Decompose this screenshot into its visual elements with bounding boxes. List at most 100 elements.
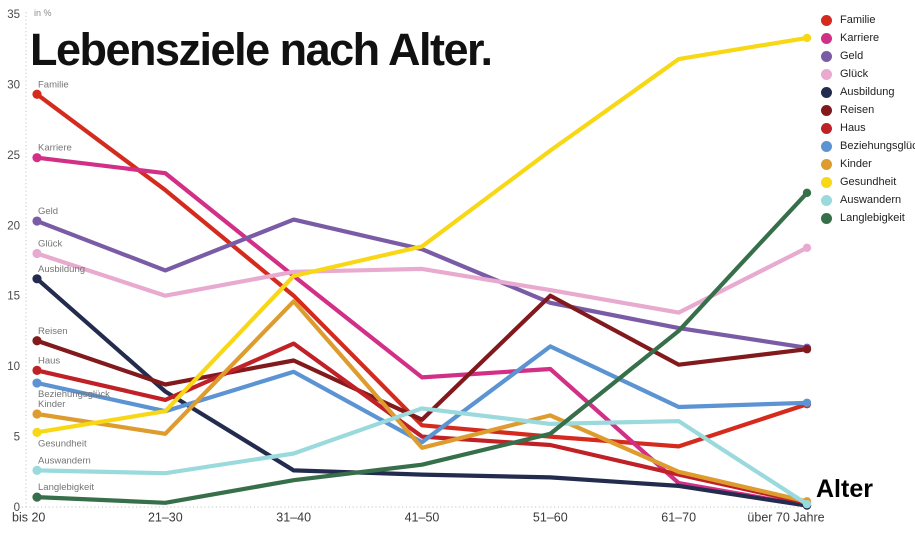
legend-color-dot	[821, 86, 832, 98]
y-tick-label: 10	[7, 361, 20, 373]
series-start-dot	[32, 89, 42, 99]
series-end-dot	[802, 398, 812, 407]
legend-item-auswandern: Auswandern	[821, 194, 915, 206]
series-start-dot	[32, 153, 42, 163]
series-end-dot	[802, 499, 812, 509]
series-karriere: Karriere	[32, 143, 812, 510]
series-start-dot	[32, 427, 42, 437]
legend-label: Auswandern	[840, 194, 902, 206]
legend-color-dot	[821, 68, 832, 80]
legend-color-dot	[821, 140, 832, 152]
legend-item-reisen: Reisen	[821, 104, 915, 116]
series-start-dot	[32, 274, 42, 284]
legend-item-haus: Haus	[821, 122, 915, 134]
series-line	[34, 406, 810, 507]
legend-color-dot	[821, 32, 832, 44]
series-line	[34, 35, 810, 435]
x-tick-label: bis 20	[12, 511, 45, 525]
legend-color-dot	[821, 14, 832, 26]
y-tick-label: 0	[14, 502, 20, 514]
series-start-label: Reisen	[38, 326, 68, 337]
y-tick-label: 20	[7, 220, 20, 232]
series-start-dot	[32, 248, 42, 259]
legend-label: Haus	[840, 122, 866, 134]
legend-color-dot	[821, 122, 832, 134]
series-end-dot	[802, 345, 812, 354]
series-start-label: Auswandern	[38, 455, 91, 466]
series-line	[34, 341, 810, 505]
series-line	[34, 293, 810, 422]
series-start-dot	[32, 409, 42, 419]
series-start-dot	[32, 378, 42, 388]
series-line	[34, 92, 810, 449]
legend-color-dot	[821, 176, 832, 188]
series-line	[34, 190, 810, 505]
x-tick-label: 51–60	[533, 511, 568, 525]
legend-color-dot	[821, 104, 832, 116]
y-tick-label: 5	[14, 432, 20, 444]
legend-color-dot	[821, 50, 832, 62]
series-start-dot	[32, 336, 42, 346]
legend-item-ausbildung: Ausbildung	[821, 86, 915, 98]
series-start-label: Familie	[38, 79, 69, 90]
series-start-label: Ausbildung	[38, 264, 85, 275]
series-start-label: Gesundheit	[38, 438, 87, 449]
legend-label: Glück	[840, 68, 869, 80]
legend-item-karriere: Karriere	[821, 32, 915, 44]
x-tick-label: 41–50	[405, 511, 440, 525]
series-start-dot	[32, 465, 42, 475]
x-tick-label: 31–40	[276, 511, 311, 525]
legend-label: Geld	[840, 50, 864, 62]
y-tick-label: 35	[7, 9, 20, 21]
x-tick-label: über 70 Jahre	[747, 511, 824, 525]
series-geld: Geld	[32, 206, 812, 353]
legend-color-dot	[821, 212, 832, 224]
series-glück: Glück	[32, 238, 812, 315]
legend-label: Gesundheit	[840, 176, 897, 188]
legend-item-gesundheit: Gesundheit	[821, 176, 915, 188]
chart-title: Lebensziele nach Alter.	[30, 24, 493, 75]
series-auswandern: Auswandern	[32, 406, 812, 509]
y-tick-labels: 0 5 10 15 20 25 30 35	[7, 9, 20, 514]
legend-color-dot	[821, 194, 832, 206]
series-start-label: Kinder	[38, 399, 65, 410]
x-axis-title: Alter	[816, 475, 873, 503]
series-start-label: Haus	[38, 355, 60, 366]
series-line	[34, 217, 810, 350]
series-line	[34, 276, 810, 508]
legend-label: Kinder	[840, 158, 872, 170]
legend-item-kinder: Kinder	[821, 158, 915, 170]
x-tick-labels: bis 20 21–30 31–40 41–50 51–60 61–70 über 70 J…	[12, 511, 825, 525]
series-end-dot	[802, 188, 812, 198]
series-line	[34, 299, 810, 504]
y-axis-unit-label: in %	[34, 8, 52, 18]
legend-item-beziehungsglück: Beziehungsglück	[821, 140, 915, 152]
legend-label: Reisen	[840, 104, 875, 116]
legend-item-geld: Geld	[821, 50, 915, 62]
series-reisen: Reisen	[32, 293, 812, 422]
series-start-dot	[32, 216, 42, 226]
series-line	[34, 245, 810, 315]
y-tick-label: 30	[7, 79, 20, 91]
series-line	[34, 155, 810, 508]
series-start-label: Langlebigkeit	[38, 482, 94, 493]
series-end-dot	[802, 243, 812, 253]
series-end-dot	[802, 33, 812, 43]
series-gesundheit: Gesundheit	[32, 33, 812, 449]
y-tick-label: 15	[7, 291, 20, 303]
x-tick-label: 21–30	[148, 511, 183, 525]
legend-label: Familie	[840, 14, 876, 26]
legend-label: Karriere	[840, 32, 880, 44]
legend-label: Beziehungsglück	[840, 140, 915, 152]
series-start-dot	[32, 365, 42, 375]
legend-label: Ausbildung	[840, 86, 895, 98]
x-tick-label: 61–70	[661, 511, 696, 525]
series-start-label: Geld	[38, 206, 58, 217]
legend: Familie Karriere Geld Glück Ausbildung Reisen…	[821, 14, 915, 224]
legend-item-glück: Glück	[821, 68, 915, 80]
series-langlebigkeit: Langlebigkeit	[32, 188, 812, 505]
legend-label: Langlebigkeit	[840, 212, 905, 224]
series-start-dot	[32, 492, 42, 502]
axes	[22, 12, 812, 508]
